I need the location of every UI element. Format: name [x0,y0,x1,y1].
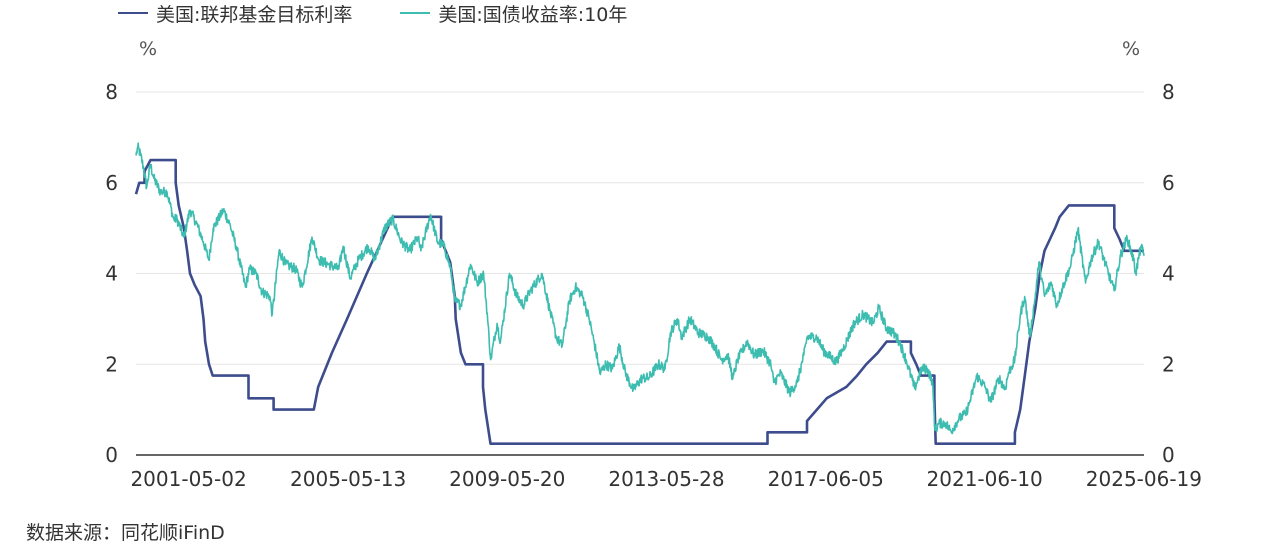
legend-item-treasury-10y-yield[interactable]: 美国:国债收益率:10年 [400,0,627,27]
legend-swatch-fed-funds-rate [118,12,148,14]
x-tick-label-5: 2021-06-10 [927,467,1043,491]
y-tick-left-2: 2 [105,352,118,376]
x-tick-label-2: 2009-05-20 [449,467,565,491]
x-tick-label-0: 2001-05-02 [130,467,246,491]
x-tick-label-3: 2013-05-28 [608,467,724,491]
series-line-fed-funds-rate [134,158,1144,445]
legend-swatch-treasury-10y-yield [400,12,431,14]
x-tick-label-6: 2025-06-19 [1086,467,1202,491]
data-source-note: 数据来源：同花顺iFinD [26,522,225,544]
legend-label-treasury-10y-yield: 美国:国债收益率:10年 [438,3,628,26]
y-tick-left-6: 6 [105,171,118,195]
y-tick-left-4: 4 [105,262,118,286]
y-tick-left-8: 8 [105,80,118,104]
y-tick-left-0: 0 [105,443,118,467]
x-tick-label-1: 2005-05-13 [290,467,406,491]
series-line-treasury-10y-yield [135,142,1145,435]
y-tick-right-0: 0 [1162,443,1175,467]
y-tick-right-8: 8 [1162,80,1175,104]
left-axis-unit: % [139,38,158,60]
y-tick-right-6: 6 [1162,171,1175,195]
x-tick-label-4: 2017-06-05 [768,467,884,491]
legend-label-fed-funds-rate: 美国:联邦基金目标利率 [156,3,353,26]
right-axis-unit: % [1122,38,1141,60]
line-chart: 0 0 2 2 4 4 6 6 8 8 2001-05-02 2005-05-13 2009-05-20… [105,80,1202,491]
y-tick-right-2: 2 [1162,352,1175,376]
y-tick-right-4: 4 [1162,262,1175,286]
legend-item-fed-funds-rate[interactable]: 美国:联邦基金目标利率 [118,0,352,27]
legend: 美国:联邦基金目标利率 美国:国债收益率:10年 [118,0,627,26]
